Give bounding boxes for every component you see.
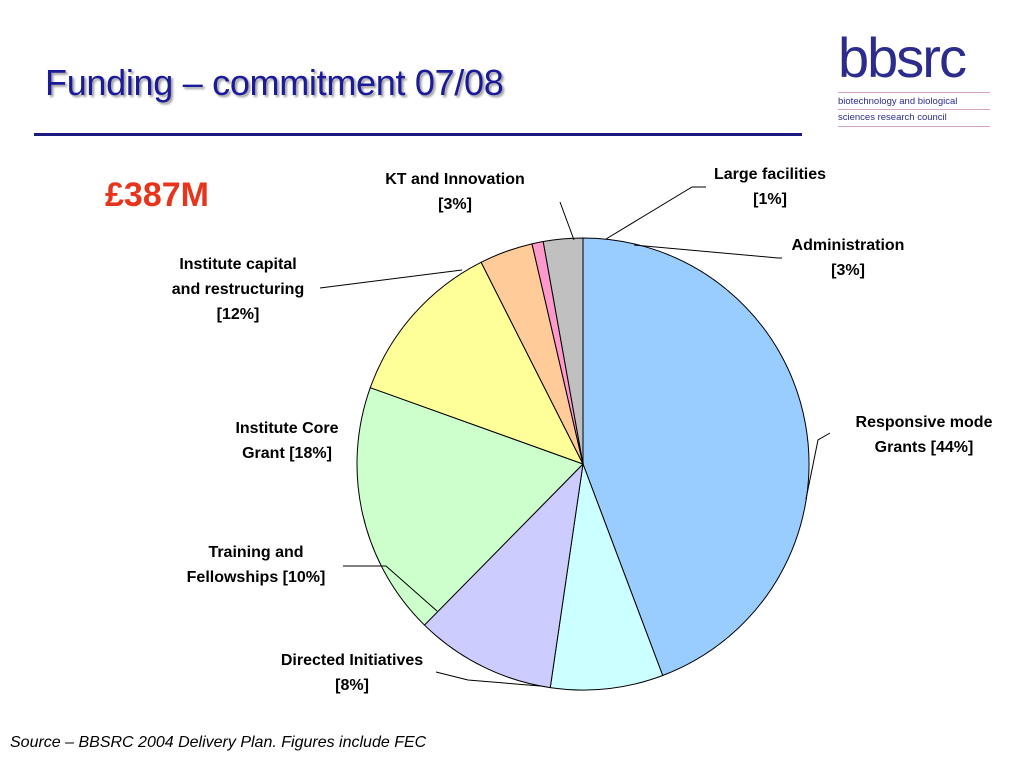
slice-label-line: Large facilities (714, 166, 826, 183)
slice-label-line: Directed Initiatives (281, 652, 423, 669)
slice-label-line: Administration (792, 237, 905, 254)
slice-label-line: Fellowships [10%] (187, 569, 326, 586)
pie-slice (356, 387, 584, 626)
logo-rule-middle (838, 109, 990, 110)
slice-label-line: Institute Core (235, 420, 338, 437)
pie-slice (542, 237, 584, 465)
slice-label-line: [3%] (438, 196, 472, 213)
slice-label: Responsive mode Grants [44%] (856, 414, 993, 456)
pie-slice (423, 462, 584, 689)
slice-label: KT and Innovation [3%] (385, 171, 525, 213)
pie-slice (549, 462, 664, 691)
slice-label-line: KT and Innovation (385, 171, 525, 188)
logo-rule-top (838, 92, 990, 93)
slice-label-line: [8%] (335, 677, 369, 694)
slice-label-line: [12%] (217, 306, 260, 323)
leader-line (319, 269, 463, 289)
slice-label-line: Responsive mode (856, 414, 993, 431)
slice-label: Training and Fellowships [10%] (187, 544, 326, 586)
source-note: Source – BBSRC 2004 Delivery Plan. Figur… (10, 734, 427, 751)
slice-label: Institute capital and restructuring [12%] (172, 256, 304, 323)
slice-label-line: [1%] (753, 191, 787, 208)
pie-slice (369, 261, 585, 465)
funding-pie-chart: Responsive mode Grants [44%] Directed Init… (172, 166, 993, 694)
leader-line (605, 186, 706, 240)
leader-line (435, 671, 541, 687)
slice-label: Directed Initiatives [8%] (281, 652, 423, 694)
slice-label-line: Training and (208, 544, 303, 561)
leader-line (343, 565, 438, 612)
leader-line (559, 201, 575, 241)
slice-label: Administration [3%] (792, 237, 905, 279)
logo-wordmark: bbsrc (838, 26, 967, 89)
title-underline (34, 133, 802, 136)
slice-label-line: Grants [44%] (875, 439, 974, 456)
slice-label-line: and restructuring (172, 281, 304, 298)
slice-label-line: Institute capital (179, 256, 296, 273)
slice-label: Institute Core Grant [18%] (235, 420, 338, 462)
pie-slice (582, 237, 810, 677)
slide-title: Funding – commitment 07/08 (45, 62, 504, 103)
slice-label-line: [3%] (831, 262, 865, 279)
total-funding: £387M (105, 176, 209, 214)
leader-line (805, 432, 831, 500)
slice-label: Large facilities [1%] (714, 166, 826, 208)
logo-rule-bottom (838, 126, 990, 127)
slice-label-line: Grant [18%] (242, 445, 332, 462)
logo-subtitle-line2: sciences research council (838, 112, 947, 123)
leader-line (633, 244, 782, 259)
bbsrc-logo: bbsrc biotechnology and biological scien… (838, 28, 994, 132)
logo-subtitle-line1: biotechnology and biological (838, 96, 958, 107)
